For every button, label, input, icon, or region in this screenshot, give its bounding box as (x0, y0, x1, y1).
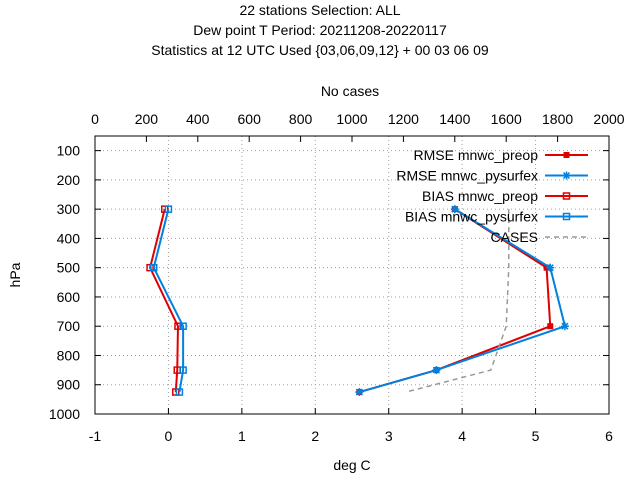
x2-tick-label: 1000 (336, 111, 367, 127)
x2-axis-label: No cases (321, 83, 379, 99)
y-tick-label: 200 (57, 172, 81, 188)
y-tick-label: 900 (57, 377, 81, 393)
x-tick-label: -1 (89, 428, 102, 444)
series-line-cases (405, 209, 510, 393)
chart-title-line-3: Statistics at 12 UTC Used {03,06,09,12} … (151, 42, 489, 58)
y-tick-label: 100 (57, 143, 81, 159)
data-point-rmse-mnwc-pysurfex (560, 322, 569, 331)
x2-tick-label: 1200 (388, 111, 419, 127)
data-point-rmse-mnwc-pysurfex (450, 205, 459, 214)
legend-marker-rmse-mnwc-pysurfex (562, 171, 571, 180)
data-point-bias-mnwc-pysurfex (179, 322, 187, 330)
legend-marker-bias-mnwc-pysurfex (562, 212, 571, 221)
legend-label-rmse-mnwc-preop: RMSE mnwc_preop (414, 147, 539, 163)
y-tick-label: 1000 (49, 406, 80, 422)
x2-tick-label: 0 (91, 111, 99, 127)
legend-marker-bias-mnwc-preop (562, 192, 571, 200)
data-point-bias-mnwc-preop (174, 322, 182, 330)
x2-tick-label: 600 (238, 111, 262, 127)
y-tick-label: 600 (57, 289, 81, 305)
x-tick-label: 5 (532, 428, 540, 444)
x-axis-label: deg C (333, 457, 370, 473)
x-tick-label: 0 (165, 428, 173, 444)
series-line-bias-mnwc-pysurfex (152, 208, 185, 393)
data-point-bias-mnwc-pysurfex (164, 205, 173, 213)
chart-title-line-2: Dew point T Period: 20211208-20220117 (193, 22, 447, 38)
y-tick-label: 800 (57, 347, 81, 363)
data-point-rmse-mnwc-pysurfex (432, 366, 441, 375)
data-point-rmse-mnwc-preop (547, 323, 554, 330)
y-tick-label: 300 (57, 201, 81, 217)
grid (95, 136, 609, 414)
data-point-rmse-mnwc-pysurfex (355, 388, 364, 397)
y-tick-label: 400 (57, 230, 81, 246)
axis-ticks: -1 0 1 2 3 4 5 6 0 200 400 600 800 1000 1200 1400 1600 18… (49, 111, 625, 444)
series-line-bias-mnwc-preop (149, 208, 179, 393)
x2-tick-label: 1600 (491, 111, 522, 127)
chart-title-line-1: 22 stations Selection: ALL (239, 2, 401, 18)
data-point-bias-mnwc-pysurfex (149, 263, 158, 272)
legend-marker-rmse-mnwc-preop (563, 152, 570, 158)
data-point-rmse-mnwc-pysurfex (546, 263, 555, 272)
y-axis-label: hPa (7, 262, 23, 287)
x-tick-label: 2 (311, 428, 319, 444)
legend-label-bias-mnwc-preop: BIAS mnwc_preop (422, 188, 538, 204)
x2-tick-label: 400 (186, 111, 210, 127)
y-tick-label: 500 (57, 260, 81, 276)
legend: RMSE mnwc_preop RMSE mnwc_pysurfex BIAS mn… (396, 147, 588, 245)
x-tick-label: 3 (385, 428, 393, 444)
x2-tick-label: 200 (135, 111, 159, 127)
legend-label-cases: CASES (491, 229, 538, 245)
x-tick-label: 4 (458, 428, 466, 444)
data-point-bias-mnwc-pysurfex (179, 366, 187, 374)
legend-label-bias-mnwc-pysurfex: BIAS mnwc_pysurfex (405, 209, 538, 225)
x2-tick-label: 2000 (593, 111, 624, 127)
x2-tick-label: 1400 (439, 111, 470, 127)
legend-label-rmse-mnwc-pysurfex: RMSE mnwc_pysurfex (396, 168, 538, 184)
data-point-bias-mnwc-pysurfex (175, 388, 184, 396)
series-lines (146, 205, 569, 397)
y-tick-label: 700 (57, 318, 81, 334)
x-tick-label: 6 (605, 428, 613, 444)
x-tick-label: 1 (238, 428, 246, 444)
x2-tick-label: 800 (289, 111, 313, 127)
x2-tick-label: 1800 (542, 111, 573, 127)
